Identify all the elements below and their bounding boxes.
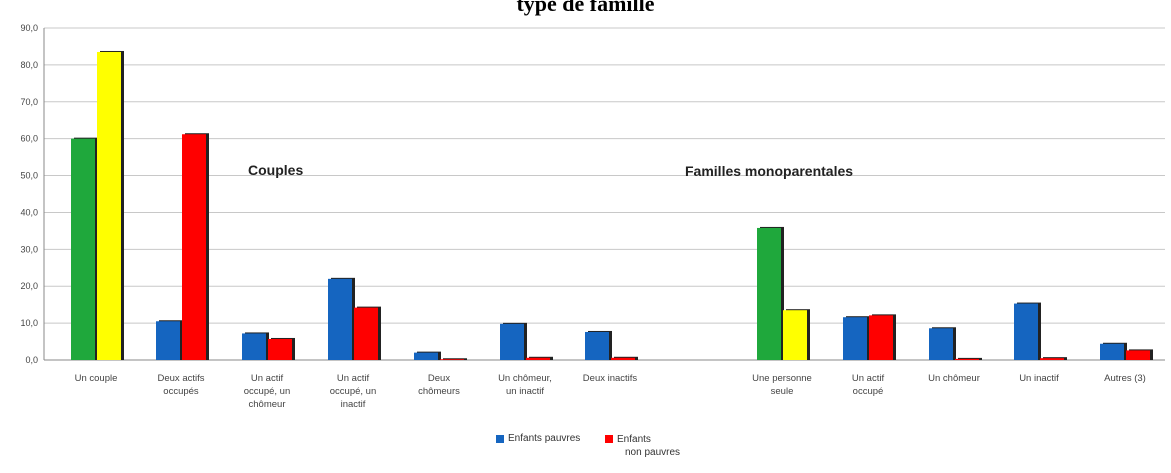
bar-non-pauvres: [611, 357, 635, 360]
bar-pauvres: [843, 317, 867, 360]
bar-non-pauvres: [869, 315, 893, 360]
chart-title: type de famille: [516, 0, 655, 16]
bar-pauvres: [929, 328, 953, 360]
x-tick-label: Une personne seule: [752, 373, 812, 397]
x-tick-label: Deux actifs occupés: [158, 373, 205, 397]
y-axis: 0,0 10,0 20,0 30,0 40,0 50,0 60,0 70,0 80,0 90,0: [20, 23, 45, 365]
y-tick-label: 30,0: [20, 244, 38, 254]
bar-non-pauvres: [182, 134, 206, 360]
x-tick-label: Un couple: [75, 373, 118, 384]
y-tick-label: 60,0: [20, 134, 38, 144]
x-tick-label: Un chômeur: [928, 373, 980, 384]
legend-label-non-pauvres-line1: Enfants: [617, 434, 651, 445]
bar-non-pauvres: [354, 307, 378, 360]
bar-non-pauvres: [1040, 358, 1064, 360]
x-tick-label: Un chômeur, un inactif: [498, 373, 552, 397]
bars: [71, 50, 1153, 360]
x-tick-label: Autres (3): [1104, 373, 1146, 384]
bar-non-pauvres: [783, 310, 807, 360]
y-tick-label: 20,0: [20, 281, 38, 291]
x-tick-label: Un actif occupé: [852, 373, 885, 397]
bar-pauvres: [585, 331, 609, 360]
gridlines: [44, 27, 1165, 361]
bar-pauvres: [328, 278, 352, 360]
y-tick-label: 10,0: [20, 318, 38, 328]
legend-non-pauvres: Enfants non pauvres: [605, 433, 680, 459]
group-labels: Couples Familles monoparentales: [248, 162, 853, 179]
group-label-familles: Familles monoparentales: [685, 163, 853, 179]
x-tick-label: Un actif occupé, un chômeur: [244, 373, 290, 410]
y-tick-label: 40,0: [20, 207, 38, 217]
legend-label-non-pauvres: Enfants non pauvres: [617, 433, 680, 459]
bar-pauvres: [156, 321, 180, 360]
legend-pauvres: Enfants pauvres: [496, 433, 580, 444]
y-tick-label: 80,0: [20, 60, 38, 70]
legend-label-non-pauvres-line2: non pauvres: [625, 447, 681, 458]
bar-pauvres: [757, 227, 781, 360]
bar-non-pauvres: [440, 359, 464, 360]
y-tick-label: 70,0: [20, 97, 38, 107]
bar-pauvres: [242, 333, 266, 360]
x-tick-label: Deux inactifs: [583, 373, 638, 384]
y-tick-label: 90,0: [20, 23, 38, 33]
bar-non-pauvres: [526, 357, 550, 360]
bar-non-pauvres: [97, 51, 121, 360]
legend-label-pauvres: Enfants pauvres: [508, 433, 581, 444]
group-label-couples: Couples: [248, 162, 303, 178]
y-tick-label: 50,0: [20, 171, 38, 181]
bar-pauvres: [71, 138, 95, 360]
bar-pauvres: [414, 352, 438, 360]
bar-non-pauvres: [955, 358, 979, 360]
bar-pauvres: [500, 323, 524, 360]
bar-shadow: [443, 358, 467, 360]
bar-pauvres: [1014, 303, 1038, 360]
x-tick-label: Deux chômeurs: [418, 373, 460, 397]
x-tick-label: Un inactif: [1019, 373, 1059, 384]
bar-non-pauvres: [1126, 350, 1150, 360]
x-tick-label: Un actif occupé, un inactif: [330, 373, 376, 410]
x-axis: Un couple Deux actifs occupés Un actif occup…: [75, 373, 1146, 410]
y-tick-label: 0,0: [25, 355, 38, 365]
legend-swatch-pauvres: [496, 435, 504, 443]
bar-non-pauvres: [268, 338, 292, 360]
legend-swatch-non-pauvres: [605, 435, 613, 443]
bar-pauvres: [1100, 343, 1124, 360]
